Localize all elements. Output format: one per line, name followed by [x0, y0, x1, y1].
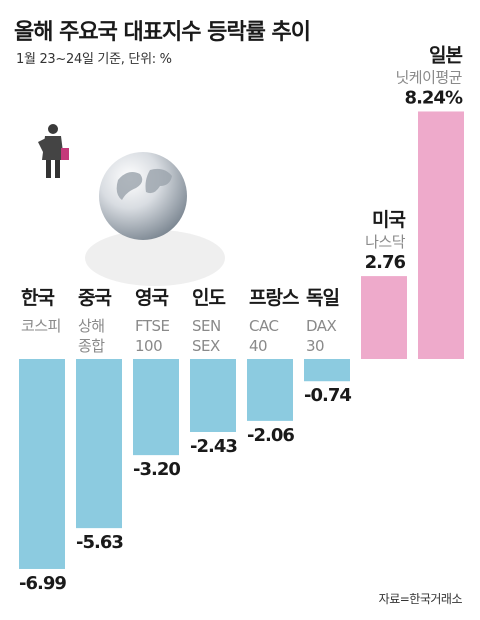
index-label: 나스닥: [365, 233, 406, 251]
bar-3: [133, 359, 179, 456]
country-label: 인도: [192, 287, 225, 309]
country-label: 한국: [21, 287, 54, 309]
globe-illustration: [38, 124, 225, 286]
country-label: 중국: [78, 287, 111, 309]
country-label: 독일: [306, 287, 339, 309]
bar-4: [190, 359, 236, 432]
value-label: -0.74: [304, 385, 351, 406]
index-label: 상해: [78, 317, 105, 335]
index-label: 닛케이평균: [395, 68, 462, 86]
bar-2: [76, 359, 122, 529]
index-label: 종합: [78, 337, 105, 355]
businessman-icon: [38, 124, 69, 178]
chart-source: 자료=한국거래소: [378, 592, 463, 606]
bar-1: [19, 359, 65, 569]
index-label: SEN: [192, 317, 221, 335]
index-label: 코스피: [21, 317, 61, 335]
index-label: FTSE: [135, 317, 170, 335]
value-label: -2.43: [190, 436, 237, 457]
country-label: 미국: [372, 209, 405, 231]
index-label: DAX: [306, 317, 337, 335]
value-label: -5.63: [76, 532, 123, 553]
globe-shadow: [85, 230, 225, 286]
globe-continent: [116, 172, 143, 200]
value-label: -2.06: [247, 425, 294, 446]
globe-continent: [145, 168, 172, 194]
index-label: 100: [135, 337, 162, 355]
chart-title: 올해 주요국 대표지수 등락률 추이: [14, 20, 311, 45]
country-label: 영국: [135, 287, 168, 309]
bar-8: [418, 111, 464, 359]
index-label: SEX: [192, 337, 220, 355]
value-label: -3.20: [133, 459, 180, 480]
value-label: -6.99: [19, 573, 66, 594]
bar-7: [361, 276, 407, 359]
index-label: 30: [306, 337, 324, 355]
index-label: CAC: [249, 317, 278, 335]
value-label: 2.76: [365, 252, 406, 273]
chart-subtitle: 1월 23~24일 기준, 단위: %: [16, 52, 172, 67]
globe-icon: [99, 152, 187, 240]
value-label: 8.24%: [405, 87, 463, 108]
bar-5: [247, 359, 293, 421]
bars-group: [19, 111, 464, 569]
index-label: 40: [249, 337, 267, 355]
bar-6: [304, 359, 350, 382]
country-label: 프랑스: [249, 287, 299, 309]
country-label: 일본: [429, 44, 462, 66]
